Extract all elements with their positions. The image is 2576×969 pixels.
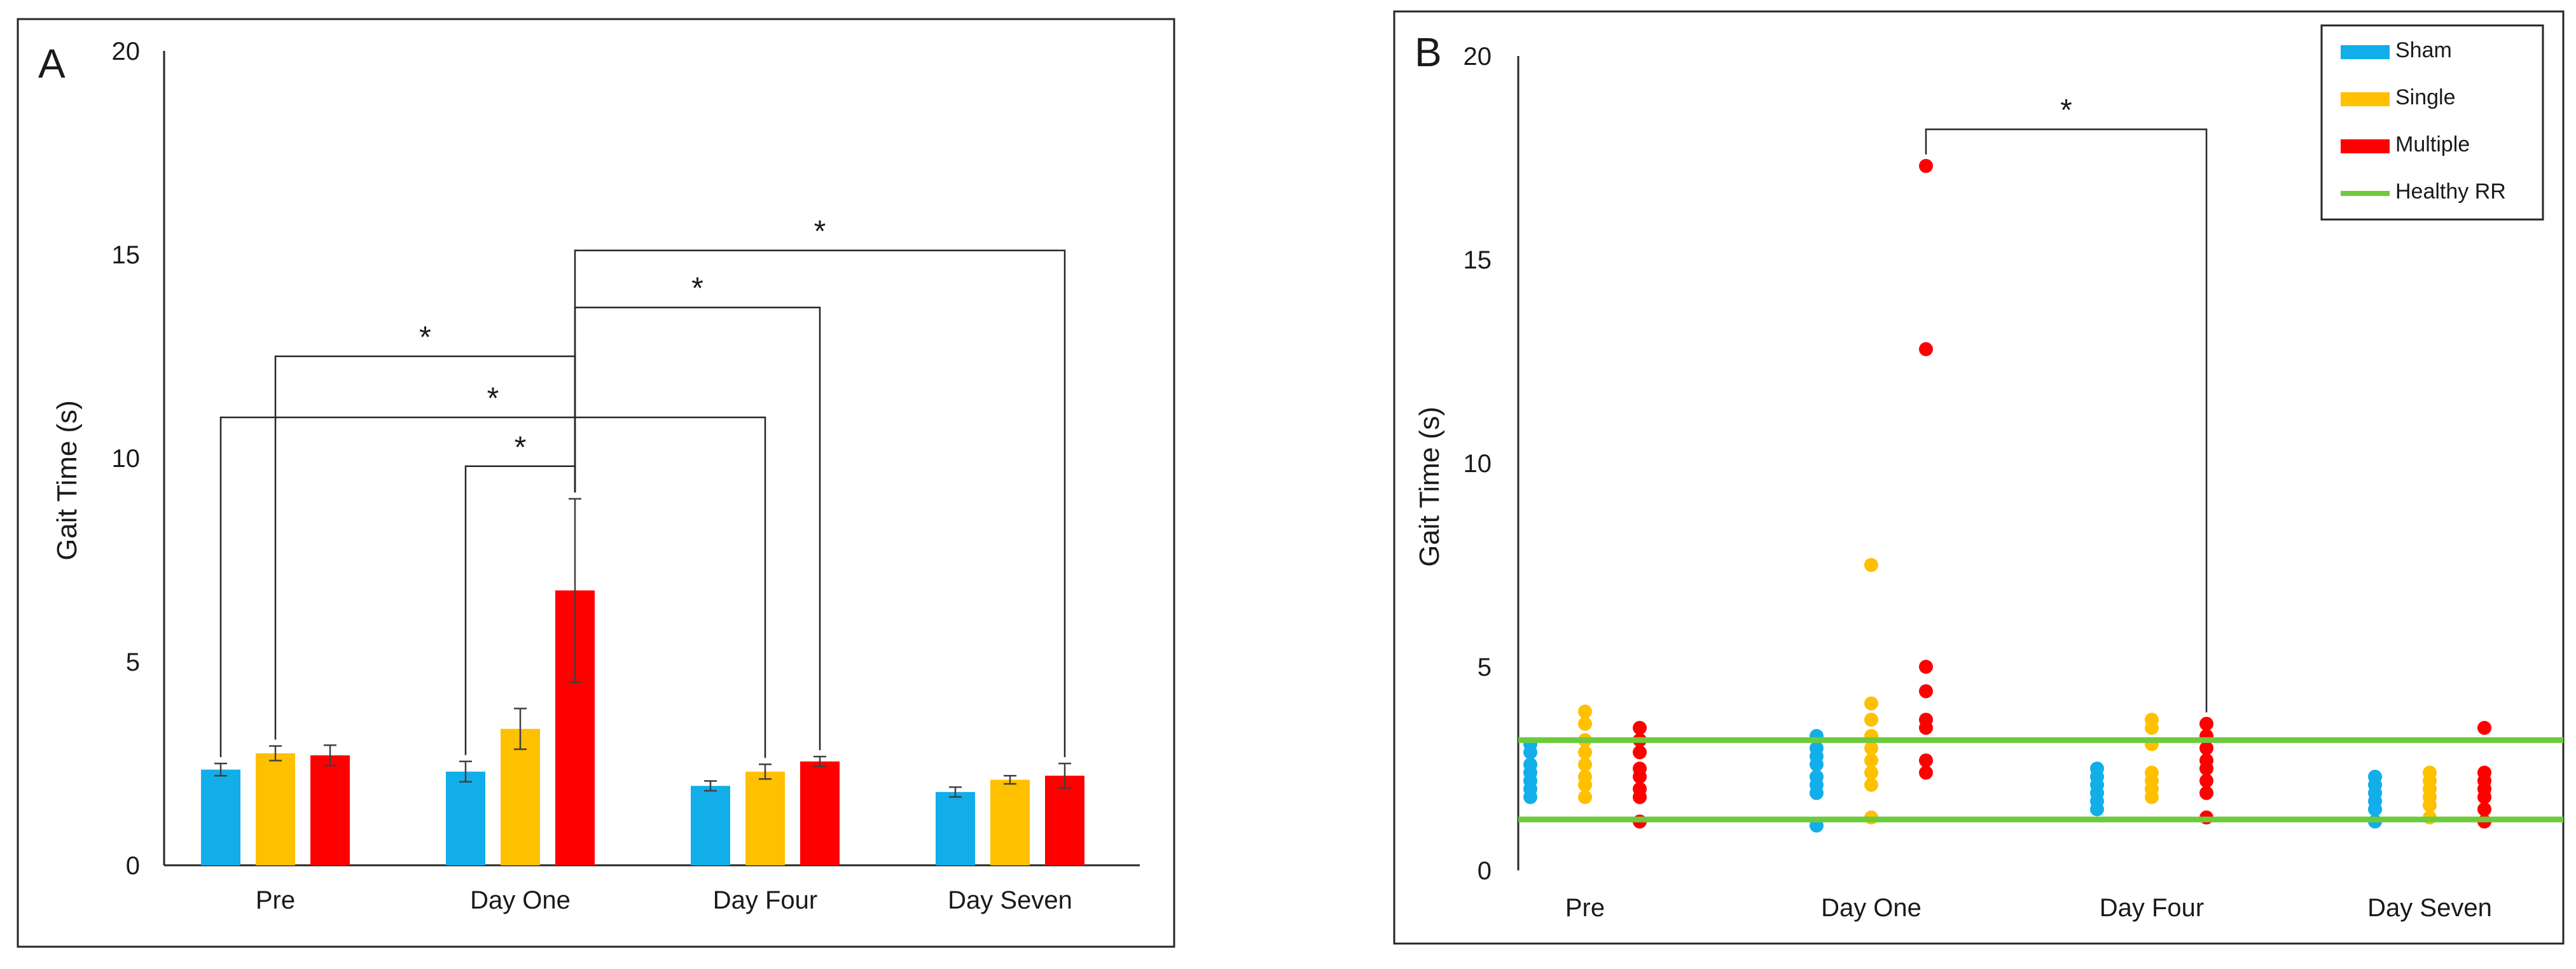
point-multiple — [1919, 158, 1933, 173]
point-multiple — [2477, 765, 2491, 780]
panel-b-category-label: Day One — [1821, 894, 1922, 922]
panel-b-category-label: Pre — [1565, 894, 1605, 922]
significance-bracket — [574, 249, 1066, 757]
point-multiple — [1919, 342, 1933, 356]
point-multiple — [2477, 802, 2491, 816]
bar-sham — [691, 786, 730, 865]
legend-label: Multiple — [2395, 132, 2470, 157]
legend-swatch-single — [2341, 92, 2390, 106]
legend-label: Sham — [2395, 38, 2452, 62]
panel-a-y-tick-label: 5 — [126, 648, 140, 676]
legend-swatch-sham — [2341, 45, 2390, 59]
point-single — [2423, 765, 2437, 780]
panel-a-category-label: Day One — [470, 886, 571, 914]
bar-single — [256, 753, 295, 865]
point-sham — [1523, 757, 1537, 772]
bar-single — [745, 771, 785, 865]
point-single — [1578, 757, 1592, 772]
point-single — [1578, 790, 1592, 804]
panel-b-letter: B — [1415, 29, 1442, 75]
panel-b-category-label: Day Four — [2100, 894, 2205, 922]
significance-marker: * — [814, 215, 826, 249]
point-single — [1578, 769, 1592, 784]
legend-swatch-multiple — [2341, 139, 2390, 153]
significance-marker: * — [691, 272, 703, 305]
legend-label: Healthy RR — [2395, 179, 2506, 204]
significance-bracket — [574, 306, 821, 751]
point-multiple — [1633, 721, 1647, 735]
point-single — [1578, 716, 1592, 731]
bar-multiple — [1045, 776, 1084, 865]
panel-b-legend: Sham Single Multiple Healthy RR — [2320, 24, 2544, 221]
panel-a: A Gait Time (s) 0 5 10 15 20 * * * * * Pre Day On… — [17, 18, 1175, 948]
point-multiple — [1919, 765, 1933, 780]
significance-marker: * — [515, 431, 527, 464]
bar-sham — [446, 771, 485, 865]
bar-single — [501, 728, 540, 865]
point-sham — [2368, 769, 2382, 784]
bar-multiple — [310, 755, 350, 865]
point-multiple — [2199, 716, 2213, 731]
panel-b-y-tick-label: 20 — [1464, 43, 1492, 71]
panel-a-letter: A — [38, 41, 66, 87]
point-single — [1578, 704, 1592, 719]
point-multiple — [2199, 774, 2213, 788]
point-single — [1864, 558, 1878, 572]
significance-bracket — [1925, 128, 2208, 713]
panel-a-y-tick-label: 0 — [126, 852, 140, 880]
panel-a-y-tick-label: 10 — [112, 445, 141, 473]
point-multiple — [1919, 753, 1933, 768]
point-multiple — [1633, 745, 1647, 760]
point-sham — [1810, 769, 1824, 784]
panel-b-frame — [1393, 10, 2565, 945]
legend-label: Single — [2395, 85, 2456, 109]
point-multiple — [2199, 753, 2213, 768]
panel-b-y-tick-label: 15 — [1464, 246, 1492, 274]
point-multiple — [1919, 684, 1933, 699]
point-multiple — [1919, 713, 1933, 727]
panel-a-frame — [17, 18, 1175, 948]
panel-b-y-tick-label: 10 — [1464, 450, 1492, 478]
panel-a-y-tick-label: 15 — [112, 241, 141, 269]
bar-sham — [201, 769, 240, 865]
point-single — [1864, 765, 1878, 780]
point-single — [2145, 713, 2159, 727]
point-single — [1864, 741, 1878, 755]
panel-a-y-tick-label: 20 — [112, 38, 141, 66]
panel-a-category-label: Day Seven — [948, 886, 1072, 914]
significance-marker: * — [2060, 94, 2072, 127]
point-single — [1864, 696, 1878, 711]
point-multiple — [2199, 786, 2213, 800]
point-multiple — [1633, 762, 1647, 776]
point-single — [2145, 765, 2159, 780]
bar-sham — [936, 791, 975, 865]
point-single — [1864, 777, 1878, 792]
significance-bracket — [274, 355, 576, 740]
panel-b-category-label: Day Seven — [2367, 894, 2492, 922]
bar-multiple — [800, 761, 840, 865]
point-single — [1578, 745, 1592, 760]
panel-b: B Gait Time (s) 0 5 10 15 20 * Pre Day One Day… — [1393, 10, 2565, 945]
point-single — [1864, 713, 1878, 727]
point-multiple — [2199, 741, 2213, 755]
panel-b-y-tick-label: 5 — [1478, 653, 1492, 681]
panel-a-category-label: Pre — [256, 886, 295, 914]
point-multiple — [2477, 721, 2491, 735]
bar-single — [990, 779, 1030, 865]
significance-marker: * — [487, 382, 499, 415]
point-multiple — [1919, 660, 1933, 674]
point-sham — [1810, 741, 1824, 755]
panel-b-y-axis-title: Gait Time (s) — [1414, 407, 1445, 567]
significance-bracket — [219, 416, 766, 758]
point-single — [1864, 753, 1878, 768]
point-multiple — [1633, 782, 1647, 796]
panel-a-category-label: Day Four — [713, 886, 818, 914]
point-sham — [2090, 762, 2104, 776]
panel-a-y-axis-title: Gait Time (s) — [52, 400, 83, 561]
panel-b-y-tick-label: 0 — [1478, 857, 1492, 885]
significance-marker: * — [419, 321, 431, 354]
